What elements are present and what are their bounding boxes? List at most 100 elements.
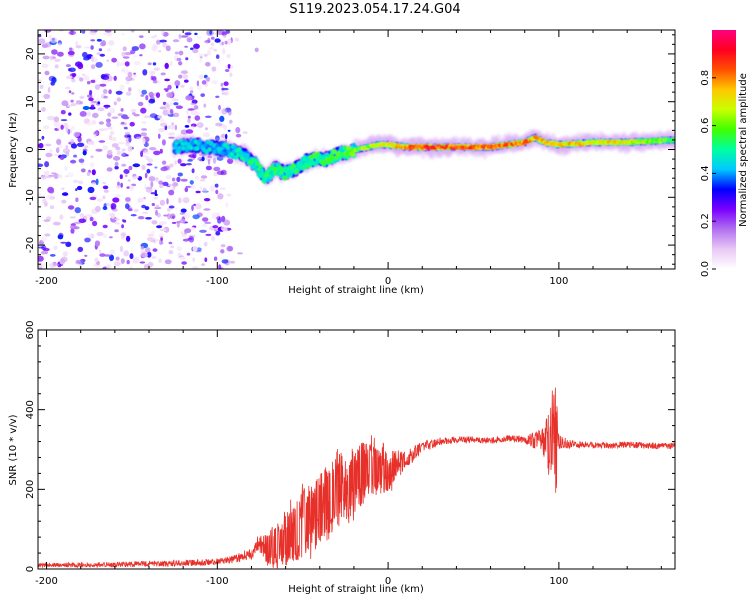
noise-blob: [200, 179, 206, 182]
noise-blob: [45, 176, 52, 179]
noise-blob: [213, 171, 218, 177]
noise-blob: [211, 212, 219, 218]
noise-blob: [119, 84, 125, 91]
noise-blob: [53, 116, 60, 123]
noise-blob: [106, 59, 110, 62]
noise-blob: [180, 163, 187, 167]
noise-blob: [137, 101, 144, 107]
noise-blob: [61, 100, 69, 107]
noise-blob: [191, 168, 195, 174]
noise-blob: [96, 198, 103, 202]
noise-blob: [223, 34, 227, 38]
noise-blob: [201, 156, 205, 162]
noise-blob: [159, 39, 167, 43]
ridge-core-blob: [288, 173, 293, 178]
noise-blob: [189, 180, 194, 185]
noise-blob: [120, 108, 124, 112]
noise-blob: [83, 145, 89, 149]
noise-blob: [161, 139, 166, 146]
noise-blob: [170, 213, 176, 220]
noise-blob: [179, 218, 186, 224]
noise-blob: [168, 183, 173, 186]
noise-blob: [211, 235, 216, 241]
noise-blob: [187, 108, 195, 111]
ridge-core-blob: [195, 146, 200, 151]
noise-blob: [132, 163, 141, 168]
noise-blob: [107, 149, 113, 156]
noise-blob: [145, 95, 149, 101]
noise-blob: [143, 264, 150, 269]
ridge-core: [172, 133, 675, 184]
noise-blob: [88, 97, 94, 102]
noise-blob: [84, 254, 88, 257]
noise-blob: [45, 143, 52, 147]
noise-blob: [195, 203, 202, 210]
noise-blob: [114, 161, 119, 167]
noise-blob: [73, 154, 78, 158]
noise-blob: [147, 158, 154, 163]
noise-blob: [114, 222, 120, 225]
x-tick-label: -100: [206, 276, 229, 287]
noise-blob: [89, 162, 95, 168]
noise-blob: [159, 148, 163, 154]
noise-blob: [198, 53, 204, 57]
noise-blob: [197, 122, 201, 127]
noise-blob: [178, 34, 182, 39]
noise-blob: [184, 45, 189, 48]
noise-blob: [73, 221, 82, 225]
noise-blob: [140, 150, 144, 157]
noise-blob: [199, 185, 203, 191]
noise-blob: [158, 127, 166, 133]
noise-blob: [174, 160, 178, 165]
noise-blob: [132, 74, 137, 78]
noise-blob: [89, 216, 94, 222]
y-tick-label: 0: [25, 146, 36, 152]
noise-blob: [141, 121, 147, 124]
noise-blob: [214, 38, 221, 43]
colorbar-gradient-bar: [712, 30, 736, 269]
noise-blob: [153, 67, 160, 71]
noise-blob: [163, 214, 169, 217]
noise-blob: [155, 92, 161, 98]
noise-blob: [67, 172, 74, 178]
noise-blob: [149, 70, 156, 76]
noise-blob: [38, 255, 44, 262]
noise-blob: [74, 207, 82, 214]
noise-blob: [38, 38, 46, 44]
noise-blob: [144, 172, 148, 179]
noise-blob: [193, 43, 200, 50]
noise-blob: [149, 147, 157, 151]
noise-blob: [227, 245, 233, 252]
noise-blob: [141, 164, 146, 171]
noise-blob: [176, 246, 182, 252]
noise-blob: [151, 220, 158, 225]
noise-blob: [178, 61, 183, 66]
noise-blob: [178, 197, 182, 204]
noise-blob: [228, 109, 232, 116]
noise-blob: [102, 128, 108, 131]
noise-blob: [106, 167, 113, 172]
noise-blob: [209, 185, 215, 192]
noise-blob: [48, 75, 56, 82]
ridge-core-blob: [262, 177, 267, 182]
noise-blob: [168, 132, 175, 136]
noise-blob: [122, 46, 127, 51]
noise-blob: [159, 240, 162, 245]
noise-blob: [192, 245, 198, 252]
noise-blob: [175, 207, 178, 210]
noise-blob: [87, 141, 92, 145]
noise-blob: [121, 121, 125, 125]
noise-blob: [174, 51, 179, 55]
noise-blob: [213, 49, 218, 52]
noise-blob: [167, 207, 171, 212]
ridge-core-blob: [272, 167, 278, 172]
noise-blob: [161, 30, 165, 36]
noise-blob: [171, 122, 175, 126]
noise-blob: [175, 105, 183, 109]
noise-blob: [176, 57, 182, 62]
noise-blob: [168, 205, 175, 209]
noise-blob: [150, 181, 154, 188]
noise-blob: [153, 239, 161, 242]
noise-blob: [95, 205, 101, 212]
noise-blob: [109, 107, 116, 114]
